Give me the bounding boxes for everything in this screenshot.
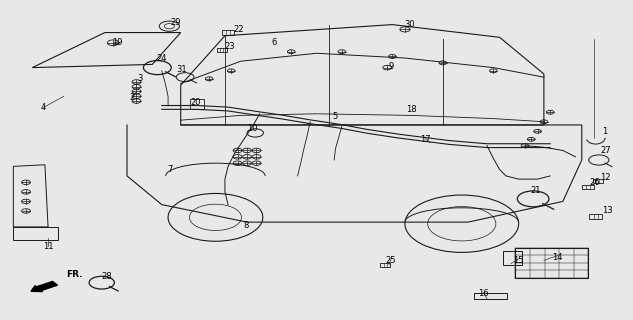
Bar (222, 30, 234, 35)
Text: 1: 1 (602, 127, 607, 136)
Text: 23: 23 (224, 42, 235, 52)
Text: 20: 20 (190, 98, 201, 107)
Bar (190, 99, 204, 109)
Text: 16: 16 (478, 289, 489, 298)
FancyArrow shape (31, 281, 58, 292)
Text: 9: 9 (389, 61, 394, 70)
Text: 21: 21 (530, 186, 541, 195)
Text: 31: 31 (176, 65, 187, 74)
Text: 13: 13 (602, 206, 612, 215)
Text: 7: 7 (167, 165, 173, 174)
Text: FR.: FR. (66, 270, 83, 279)
Bar (474, 293, 507, 299)
Text: 30: 30 (404, 20, 415, 29)
Text: 17: 17 (420, 135, 430, 144)
Text: 26: 26 (589, 178, 599, 187)
Text: 6: 6 (272, 38, 277, 47)
Bar (503, 251, 522, 265)
Text: 3: 3 (137, 74, 142, 83)
Bar (216, 48, 227, 52)
Bar (582, 185, 594, 189)
Text: 14: 14 (553, 253, 563, 262)
Bar (515, 248, 588, 278)
Bar (589, 214, 602, 219)
Text: 29: 29 (170, 19, 181, 28)
Text: 12: 12 (600, 173, 610, 182)
Text: 25: 25 (385, 256, 396, 265)
Text: 2: 2 (129, 93, 135, 102)
Text: 22: 22 (234, 25, 244, 34)
Text: 4: 4 (41, 103, 46, 112)
Text: 8: 8 (243, 221, 248, 230)
Text: 5: 5 (333, 113, 338, 122)
Text: 18: 18 (406, 105, 417, 114)
Text: 24: 24 (156, 53, 167, 62)
Text: 11: 11 (43, 242, 53, 251)
Text: 28: 28 (101, 272, 112, 281)
Bar (380, 263, 391, 267)
Bar (592, 179, 603, 183)
Text: 27: 27 (601, 146, 611, 155)
Text: 15: 15 (513, 256, 524, 265)
Text: 10: 10 (247, 124, 258, 132)
Text: 19: 19 (112, 38, 123, 47)
